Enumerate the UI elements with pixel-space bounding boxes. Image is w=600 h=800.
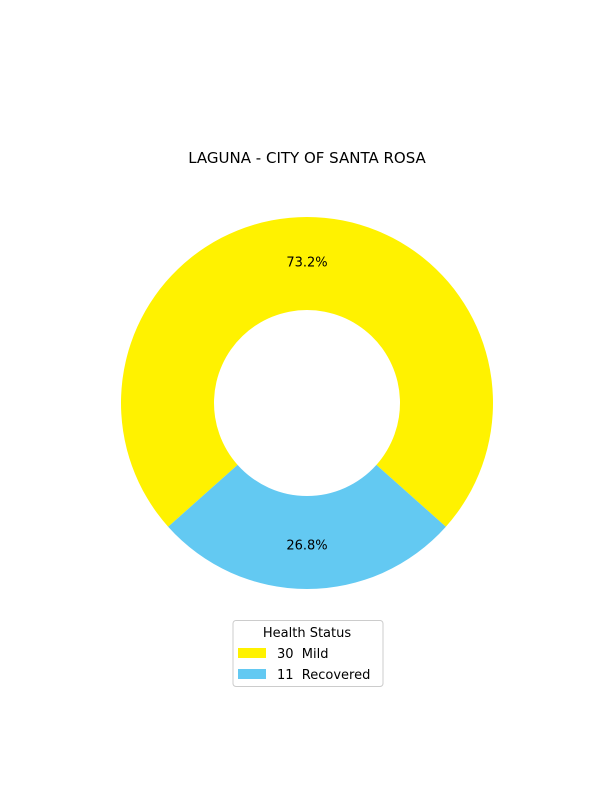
legend: Health Status 30 Mild 11 Recovered (232, 620, 384, 687)
slice-mild (120, 217, 493, 527)
percent-labels-group: 73.2% 26.8% (286, 256, 327, 554)
legend-swatch-recovered (238, 669, 266, 679)
percent-label-mild: 73.2% (286, 256, 327, 271)
chart-title: LAGUNA - CITY OF SANTA ROSA (188, 149, 426, 167)
slices-group (120, 217, 493, 590)
legend-label-mild: 30 Mild (277, 647, 329, 662)
slice-recovered (168, 464, 446, 590)
legend-swatch-mild (238, 648, 266, 658)
legend-title: Health Status (263, 626, 351, 641)
percent-label-recovered: 26.8% (286, 539, 327, 554)
legend-frame (232, 620, 384, 687)
legend-label-recovered: 11 Recovered (277, 668, 370, 683)
